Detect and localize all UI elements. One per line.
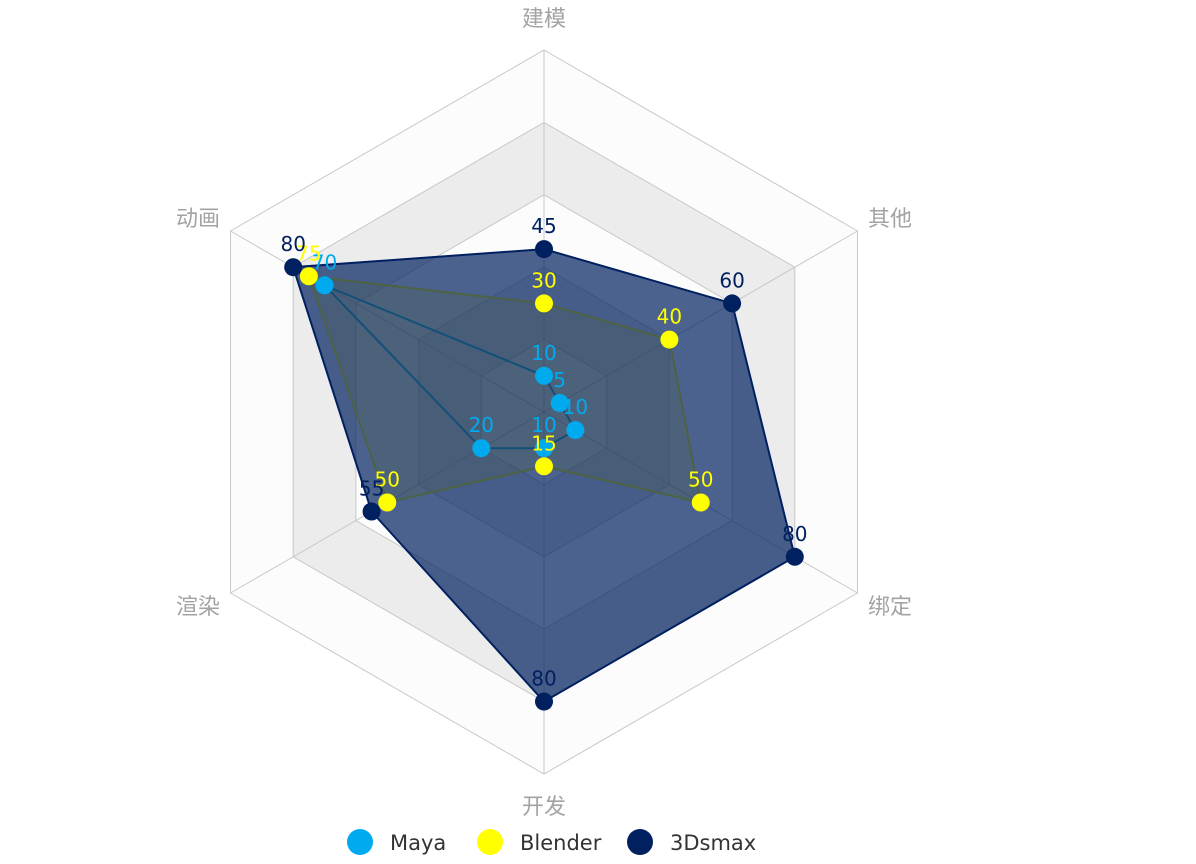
data-label-blender-5: 75: [296, 241, 321, 265]
legend[interactable]: Maya Blender 3Dsmax: [347, 829, 756, 855]
axis-label-0: 建模: [522, 7, 566, 32]
data-point-3dsmax-4[interactable]: [362, 502, 381, 521]
data-point-maya-0[interactable]: [535, 366, 553, 385]
data-point-blender-4[interactable]: [378, 493, 397, 512]
data-label-3dsmax-0: 45: [531, 214, 556, 238]
data-label-maya-3: 10: [531, 413, 556, 437]
data-label-blender-4: 50: [375, 468, 400, 492]
data-label-maya-4: 20: [469, 413, 494, 437]
data-point-3dsmax-3[interactable]: [535, 692, 553, 711]
data-point-maya-5[interactable]: [315, 276, 334, 295]
data-label-maya-5: 70: [312, 250, 337, 274]
data-label-blender-2: 50: [688, 468, 713, 492]
data-point-maya-3[interactable]: [535, 439, 553, 458]
data-point-3dsmax-1[interactable]: [723, 294, 742, 313]
axis-label-5: 动画: [176, 207, 220, 232]
data-label-3dsmax-1: 60: [719, 268, 744, 292]
radar-series-layer: 10 5 10 10 20 70 30 40 50 15 50 75 45 60 80 80 55 80: [280, 214, 808, 711]
axis-label-3: 开发: [522, 795, 566, 820]
legend-label-blender: Blender: [520, 831, 602, 855]
data-point-maya-4[interactable]: [472, 439, 491, 458]
legend-marker-blender: [477, 829, 503, 855]
legend-item-3dsmax[interactable]: 3Dsmax: [627, 829, 756, 855]
legend-marker-maya: [347, 829, 373, 855]
data-label-maya-1: 5: [553, 368, 566, 392]
legend-item-blender[interactable]: Blender: [477, 829, 602, 855]
data-label-blender-0: 30: [531, 268, 556, 292]
data-label-3dsmax-3: 80: [531, 667, 556, 691]
data-point-blender-1[interactable]: [660, 330, 679, 349]
legend-label-maya: Maya: [390, 831, 446, 855]
data-label-3dsmax-2: 80: [782, 522, 807, 546]
axis-label-1: 其他: [868, 207, 912, 232]
data-label-maya-0: 10: [531, 341, 556, 365]
data-point-3dsmax-0[interactable]: [535, 240, 553, 259]
data-point-blender-0[interactable]: [535, 294, 553, 313]
data-point-blender-3[interactable]: [535, 457, 553, 476]
legend-item-maya[interactable]: Maya: [347, 829, 446, 855]
legend-marker-3dsmax: [627, 829, 653, 855]
data-point-maya-2[interactable]: [566, 421, 585, 440]
axis-label-2: 绑定: [868, 595, 912, 620]
data-label-maya-2: 10: [563, 395, 588, 419]
data-label-blender-3: 15: [531, 431, 556, 455]
data-label-3dsmax-5: 80: [280, 232, 305, 256]
data-label-3dsmax-4: 55: [359, 477, 384, 501]
data-point-blender-2[interactable]: [691, 493, 710, 512]
data-point-3dsmax-2[interactable]: [785, 547, 804, 566]
legend-label-3dsmax: 3Dsmax: [670, 831, 756, 855]
data-point-blender-5[interactable]: [299, 267, 318, 286]
axis-label-4: 渲染: [176, 595, 220, 620]
data-point-maya-1[interactable]: [550, 393, 569, 412]
data-label-blender-1: 40: [657, 305, 682, 329]
data-point-3dsmax-5[interactable]: [284, 258, 303, 277]
